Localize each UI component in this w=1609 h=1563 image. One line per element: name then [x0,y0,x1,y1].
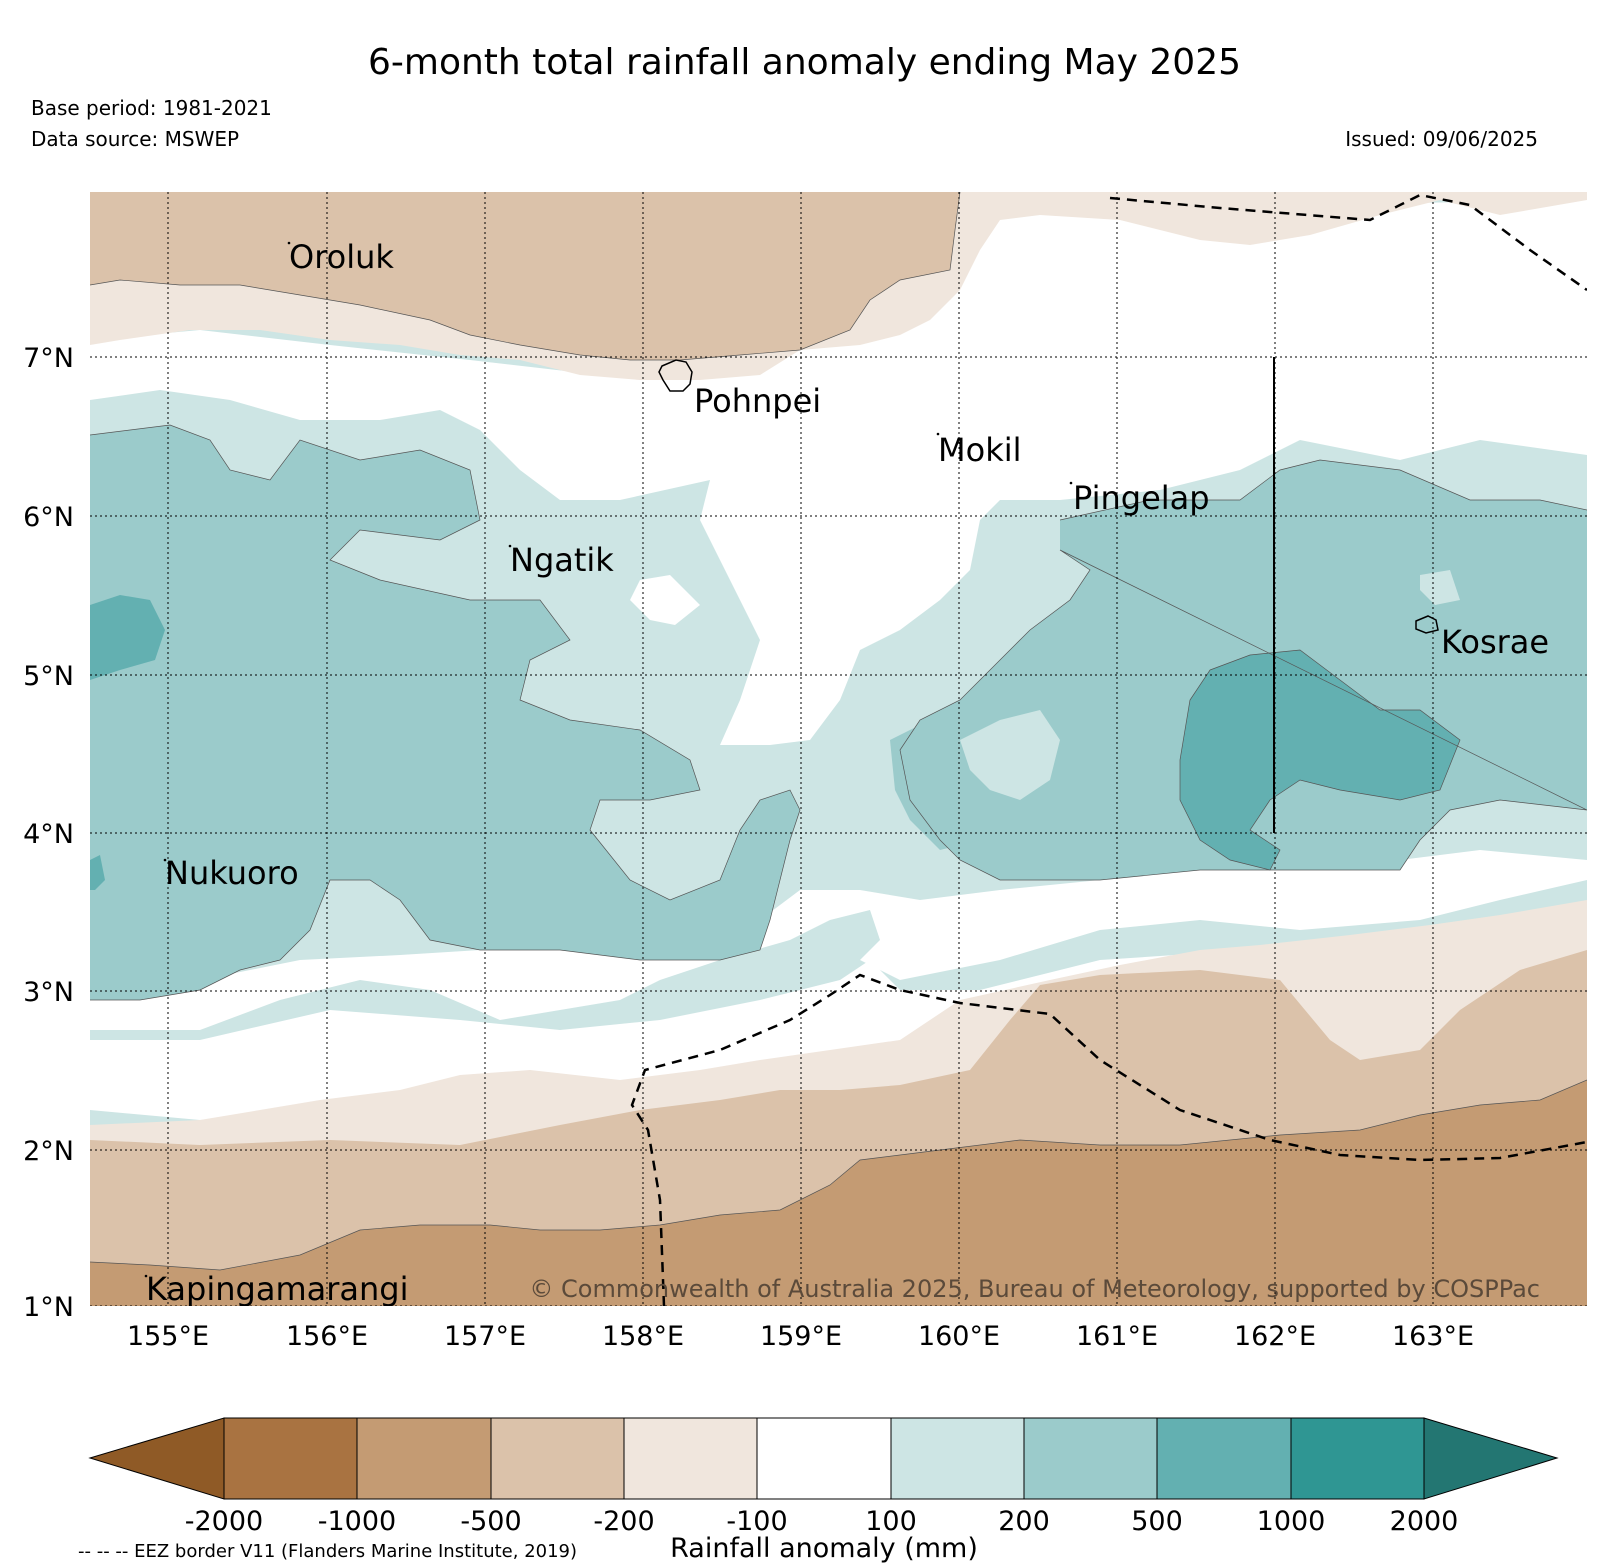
oroluk-dot [287,241,291,245]
colorbar-tick: 1000 [1257,1506,1326,1537]
pingelap-dot [1069,481,1073,485]
ngatik-dot [508,544,512,548]
pohnpei-outline [658,359,693,392]
colorbar-segment [223,1417,358,1500]
island-label-pohnpei: Pohnpei [694,382,821,420]
lon-tick: 159°E [760,1321,842,1352]
colorbar-extend-low [88,1417,225,1500]
colorbar-segment [1290,1417,1425,1500]
copyright-text: © Commonwealth of Australia 2025, Bureau… [529,1275,1540,1303]
lon-tick: 157°E [444,1321,526,1352]
nukuoro-dot [163,858,167,862]
colorbar-segment [890,1417,1025,1500]
colorbar-segment [756,1417,892,1500]
colorbar-tick: -100 [726,1506,787,1537]
lat-tick: 4°N [23,819,74,850]
colorbar-segment [1156,1417,1292,1500]
base-period: Base period: 1981-2021 [31,96,272,120]
lat-tick: 7°N [23,343,74,374]
kosrae-outline [1415,615,1439,634]
lon-tick: 158°E [602,1321,684,1352]
lon-tick: 161°E [1076,1321,1158,1352]
island-label-kapingamarangi: Kapingamarangi [146,1270,408,1308]
lat-tick: 2°N [23,1136,74,1167]
island-label-mokil: Mokil [938,431,1022,469]
colorbar-segment [1023,1417,1158,1500]
colorbar-tick: 100 [865,1506,917,1537]
lon-tick: 155°E [127,1321,209,1352]
colorbar-tick: -200 [593,1506,654,1537]
colorbar-segment [623,1417,758,1500]
island-label-pingelap: Pingelap [1073,479,1210,517]
data-source: Data source: MSWEP [31,127,240,151]
colorbar-tick: 2000 [1390,1506,1459,1537]
lat-tick: 1°N [23,1292,74,1323]
lon-tick: 160°E [918,1321,1000,1352]
eez-border [630,193,1587,1306]
eez-legend-note: -- -- -- EEZ border V11 (Flanders Marine… [78,1541,577,1562]
lon-tick: 156°E [286,1321,368,1352]
island-label-kosrae: Kosrae [1441,623,1549,661]
lat-tick: 5°N [23,661,74,692]
colorbar-tick: 200 [998,1506,1050,1537]
colorbar-segment [356,1417,492,1500]
colorbar-segment [490,1417,625,1500]
island-label-ngatik: Ngatik [510,541,614,579]
map-title: 6-month total rainfall anomaly ending Ma… [368,42,1241,83]
lat-tick: 3°N [23,977,74,1008]
colorbar-extend-high [1423,1417,1559,1500]
colorbar-tick: 500 [1131,1506,1183,1537]
lon-tick: 162°E [1234,1321,1316,1352]
colorbar-tick: -500 [460,1506,521,1537]
island-label-oroluk: Oroluk [289,238,394,276]
lat-tick: 6°N [23,502,74,533]
colorbar-label: Rainfall anomaly (mm) [670,1533,978,1563]
kapingamarangi-dot [144,1274,148,1278]
island-label-nukuoro: Nukuoro [165,854,299,892]
colorbar-tick: -1000 [318,1506,396,1537]
lon-tick: 163°E [1392,1321,1474,1352]
colorbar: -2000 -1000 -500 -200 -100 100 200 500 1… [88,1417,1559,1563]
colorbar-tick: -2000 [185,1506,263,1537]
issued-date: Issued: 09/06/2025 [1345,127,1538,151]
mokil-dot [936,432,940,436]
anomaly-field: Oroluk Pohnpei Mokil Pingelap Ngatik Kos… [90,192,1587,1308]
